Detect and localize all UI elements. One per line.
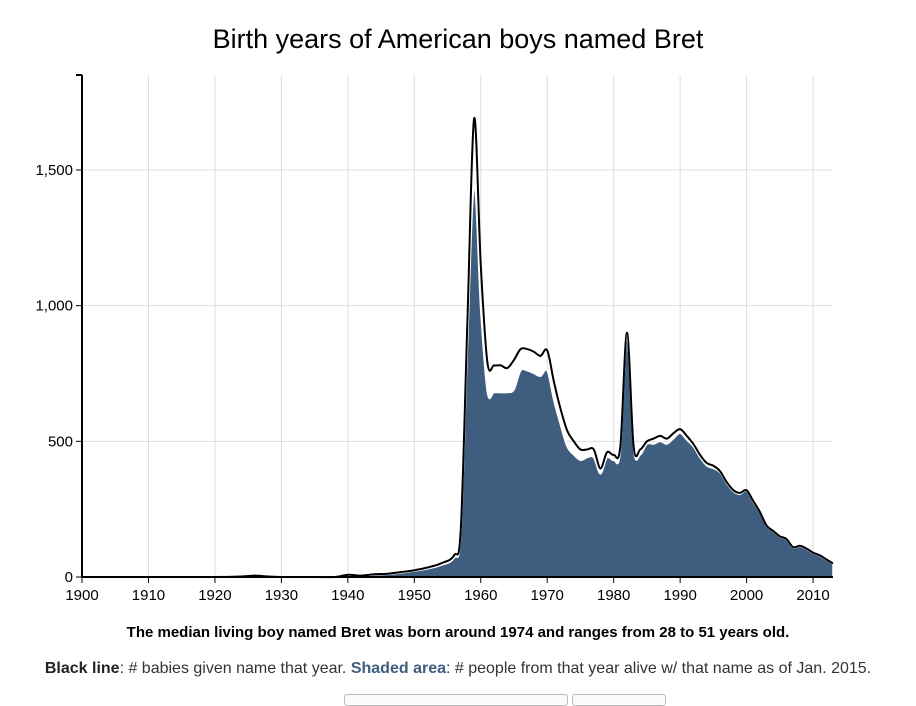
name-input[interactable] <box>344 694 568 706</box>
legend-shade-label: Shaded area <box>350 660 446 677</box>
x-tick-label: 1930 <box>265 587 298 604</box>
submit-button[interactable] <box>572 694 666 706</box>
axis-layer: 1900 1910 1920 1930 1940 1950 1960 1970 1980 1990… <box>35 74 833 604</box>
x-tick-label: 1990 <box>663 587 696 604</box>
x-tick-label: 1900 <box>65 587 98 604</box>
y-tick-label: 1,500 <box>35 162 73 179</box>
line-layer <box>82 117 834 579</box>
legend-black-label: Black line <box>44 660 120 677</box>
y-tick-label: 0 <box>65 569 73 586</box>
x-tick-label: 1920 <box>198 587 231 604</box>
y-tick-label: 1,000 <box>35 298 73 315</box>
x-tick-label: 1950 <box>398 587 431 604</box>
x-tick-label: 1980 <box>597 587 630 604</box>
legend-black-text: : # babies given name that year. <box>119 660 351 677</box>
area-layer <box>82 185 834 578</box>
survivors-area <box>82 185 834 578</box>
legend-note: Black line: # babies given name that yea… <box>0 660 916 678</box>
x-tick-label: 1970 <box>531 587 564 604</box>
y-tick-label: 500 <box>48 433 73 450</box>
x-tick-label: 1910 <box>132 587 165 604</box>
x-tick-label: 2000 <box>730 587 763 604</box>
chart-title: Birth years of American boys named Bret <box>212 24 704 54</box>
births-line <box>82 117 834 579</box>
legend-shade-text: : # people from that year alive w/ that … <box>445 660 872 677</box>
x-tick-label: 1940 <box>331 587 364 604</box>
x-tick-label: 2010 <box>796 587 829 604</box>
median-note: The median living boy named Bret was bor… <box>126 624 790 641</box>
chart-svg: 1900 1910 1920 1930 1940 1950 1960 1970 1980 1990… <box>35 74 834 604</box>
x-tick-label: 1960 <box>464 587 497 604</box>
